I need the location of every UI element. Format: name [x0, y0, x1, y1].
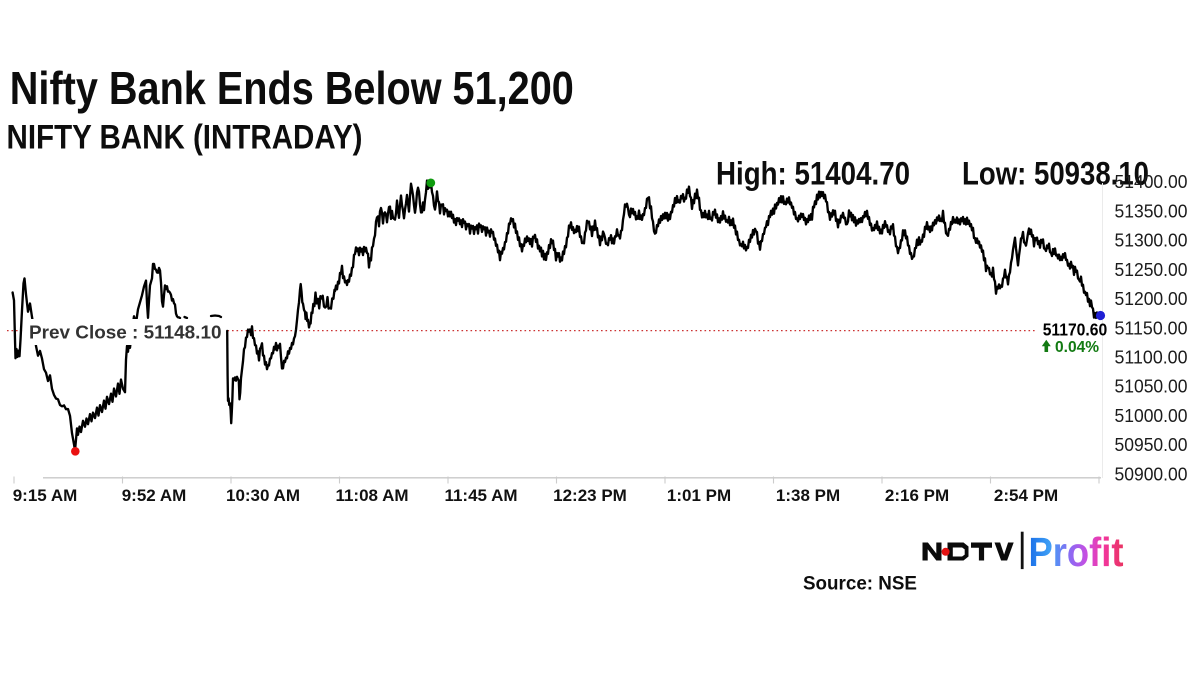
svg-text:51400.00: 51400.00 [1115, 172, 1188, 192]
svg-text:9:52 AM: 9:52 AM [122, 486, 187, 505]
svg-text:12:23 PM: 12:23 PM [553, 486, 627, 505]
svg-text:9:15 AM: 9:15 AM [13, 486, 78, 505]
svg-text:1:38 PM: 1:38 PM [776, 486, 840, 505]
svg-text:10:30 AM: 10:30 AM [226, 486, 300, 505]
svg-text:51000.00: 51000.00 [1115, 406, 1188, 426]
svg-text:11:45 AM: 11:45 AM [444, 486, 517, 505]
svg-text:2:54 PM: 2:54 PM [994, 486, 1058, 505]
svg-text:11:08 AM: 11:08 AM [335, 486, 408, 505]
svg-text:1:01 PM: 1:01 PM [667, 486, 731, 505]
svg-text:Low: 50938.10: Low: 50938.10 [962, 156, 1149, 192]
svg-text:Prev Close : 51148.10: Prev Close : 51148.10 [29, 322, 222, 342]
svg-text:Profit: Profit [1029, 529, 1124, 575]
svg-text:0.04%: 0.04% [1055, 339, 1099, 356]
svg-text:51150.00: 51150.00 [1115, 318, 1188, 338]
svg-text:High: 51404.70: High: 51404.70 [716, 156, 910, 192]
svg-text:50950.00: 50950.00 [1115, 435, 1188, 455]
svg-text:NIFTY BANK (INTRADAY): NIFTY BANK (INTRADAY) [7, 118, 363, 156]
svg-text:2:16 PM: 2:16 PM [885, 486, 949, 505]
svg-text:51050.00: 51050.00 [1115, 377, 1188, 397]
svg-text:51250.00: 51250.00 [1115, 260, 1188, 280]
svg-text:51300.00: 51300.00 [1115, 231, 1188, 251]
svg-text:Nifty Bank Ends Below 51,200: Nifty Bank Ends Below 51,200 [10, 62, 574, 114]
svg-text:Source: NSE: Source: NSE [803, 573, 917, 595]
svg-text:51350.00: 51350.00 [1115, 201, 1188, 221]
svg-text:51200.00: 51200.00 [1115, 289, 1188, 309]
svg-text:50900.00: 50900.00 [1115, 464, 1188, 484]
svg-text:51170.60: 51170.60 [1043, 320, 1108, 340]
svg-text:51100.00: 51100.00 [1115, 348, 1188, 368]
